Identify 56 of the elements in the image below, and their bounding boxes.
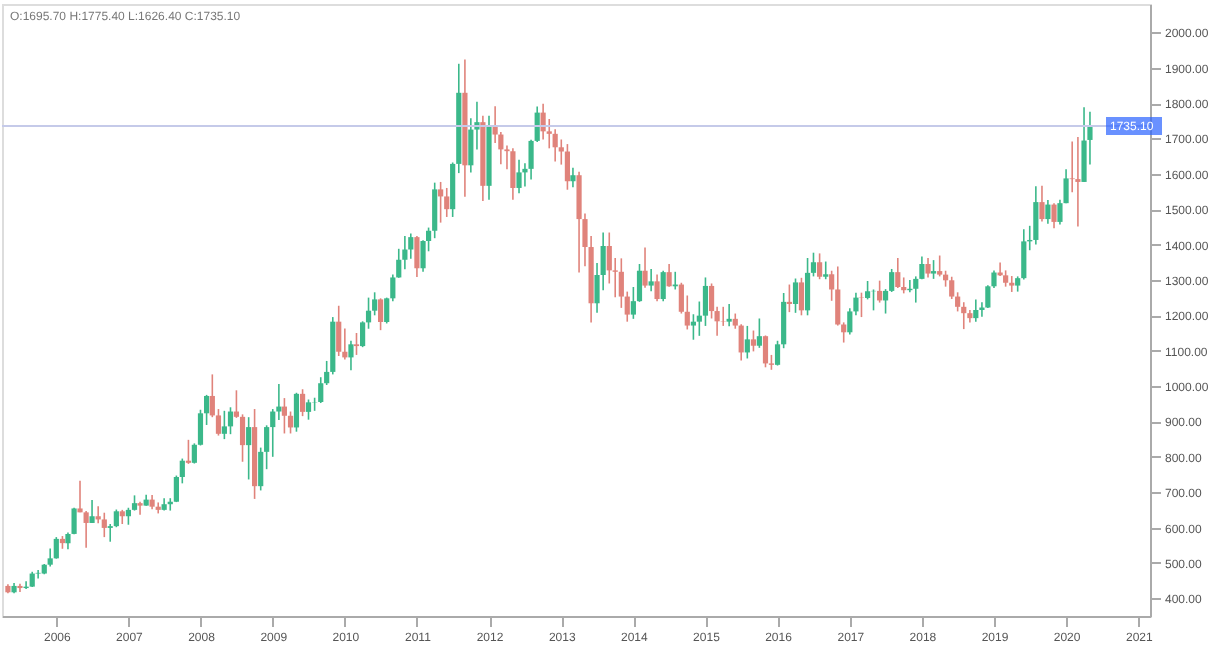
candlestick bbox=[895, 257, 901, 289]
candlestick bbox=[570, 166, 576, 189]
candlestick bbox=[438, 181, 444, 224]
candlestick bbox=[516, 158, 522, 195]
candlestick bbox=[444, 187, 450, 218]
candlestick bbox=[17, 583, 23, 593]
candlestick bbox=[348, 339, 354, 371]
candlestick bbox=[973, 298, 979, 323]
candlestick bbox=[823, 260, 829, 281]
candlestick bbox=[414, 235, 420, 278]
candlestick bbox=[654, 273, 660, 302]
candlestick bbox=[336, 304, 342, 357]
candlestick bbox=[1045, 199, 1051, 225]
candlestick bbox=[227, 406, 234, 435]
candlestick bbox=[798, 277, 805, 317]
candlestick bbox=[1033, 185, 1039, 246]
candlestick bbox=[246, 416, 252, 481]
candlestick bbox=[930, 259, 937, 280]
candlestick bbox=[817, 252, 823, 281]
candlestick bbox=[35, 569, 41, 580]
candlestick bbox=[305, 398, 312, 421]
candlestick bbox=[1075, 136, 1081, 228]
candlestick bbox=[564, 143, 571, 191]
candlestick bbox=[648, 268, 654, 293]
candlestick bbox=[1081, 106, 1087, 183]
candlestick bbox=[660, 269, 666, 302]
candlestick bbox=[762, 334, 769, 369]
candlestick bbox=[299, 388, 306, 417]
candlestick bbox=[293, 391, 300, 433]
candlestick bbox=[137, 500, 143, 516]
candlestick bbox=[1009, 275, 1015, 293]
candlestick bbox=[53, 536, 59, 560]
candlestick bbox=[221, 410, 227, 440]
candlestick bbox=[402, 235, 408, 271]
candlestick bbox=[281, 397, 288, 435]
candlestick bbox=[89, 499, 95, 524]
candlestick bbox=[1039, 185, 1045, 223]
candlestick bbox=[756, 317, 762, 349]
candlestick bbox=[925, 257, 931, 279]
candlestick bbox=[642, 246, 648, 289]
candlestick bbox=[510, 147, 516, 201]
candlestick bbox=[792, 277, 799, 314]
candlestick bbox=[377, 297, 384, 331]
candlestick bbox=[750, 329, 757, 353]
candlestick bbox=[804, 257, 811, 317]
candlestick bbox=[576, 170, 582, 274]
candlestick bbox=[666, 263, 672, 288]
candlestick bbox=[101, 511, 107, 538]
candlestick bbox=[877, 279, 883, 304]
candlestick bbox=[1051, 202, 1057, 230]
candlestick bbox=[744, 325, 750, 360]
candlestick bbox=[786, 283, 792, 313]
candlestick bbox=[726, 303, 732, 328]
candlestick bbox=[353, 332, 360, 356]
candlestick bbox=[83, 510, 89, 549]
candlestick bbox=[185, 439, 192, 465]
